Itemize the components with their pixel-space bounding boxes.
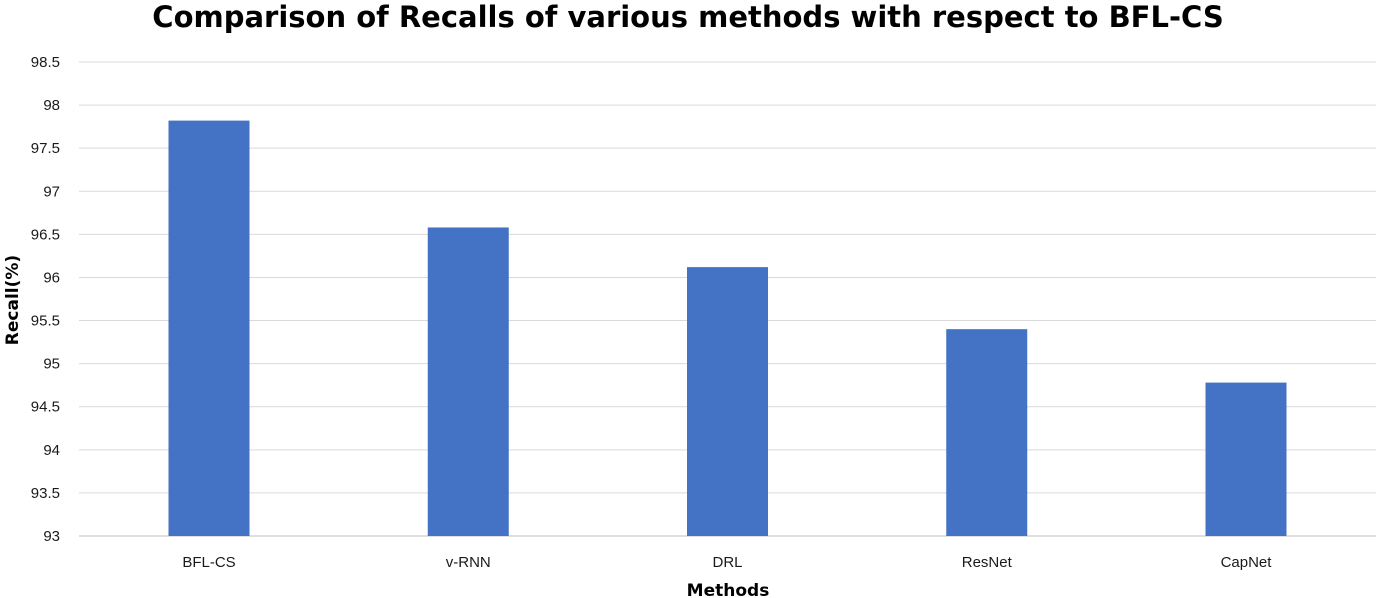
bars [168,120,1287,536]
x-tick-label: v-RNN [446,554,491,571]
x-tick-label: DRL [712,554,742,571]
y-tick-label: 95 [43,356,60,373]
bar-resnet [946,329,1028,536]
x-axis-ticks: BFL-CS v-RNN DRL ResNet CapNet [182,554,1272,571]
y-tick-label: 96.5 [31,226,60,243]
bar-bfl-cs [168,120,250,536]
y-tick-label: 97 [43,183,60,200]
chart-title: Comparison of Recalls of various methods… [152,0,1223,34]
bar-drl [687,267,768,536]
y-axis-title: Recall(%) [3,255,23,345]
x-tick-label: ResNet [962,554,1013,571]
bar-capnet [1205,382,1287,536]
x-tick-label: CapNet [1221,554,1273,571]
y-tick-label: 93.5 [31,485,60,502]
x-axis-title: Methods [687,581,770,598]
y-tick-label: 94.5 [31,399,60,416]
y-tick-label: 98 [43,97,60,114]
y-tick-label: 98.5 [31,54,60,71]
x-tick-label: BFL-CS [182,554,235,571]
y-axis-ticks: 93 93.5 94 94.5 95 95.5 96 96.5 97 97.5 98 98.5 [31,54,60,545]
y-tick-label: 93 [43,528,60,545]
bar-v-rnn [427,227,509,536]
y-tick-label: 97.5 [31,140,60,157]
y-tick-label: 95.5 [31,313,60,330]
y-tick-label: 94 [43,442,60,459]
y-tick-label: 96 [43,269,60,286]
